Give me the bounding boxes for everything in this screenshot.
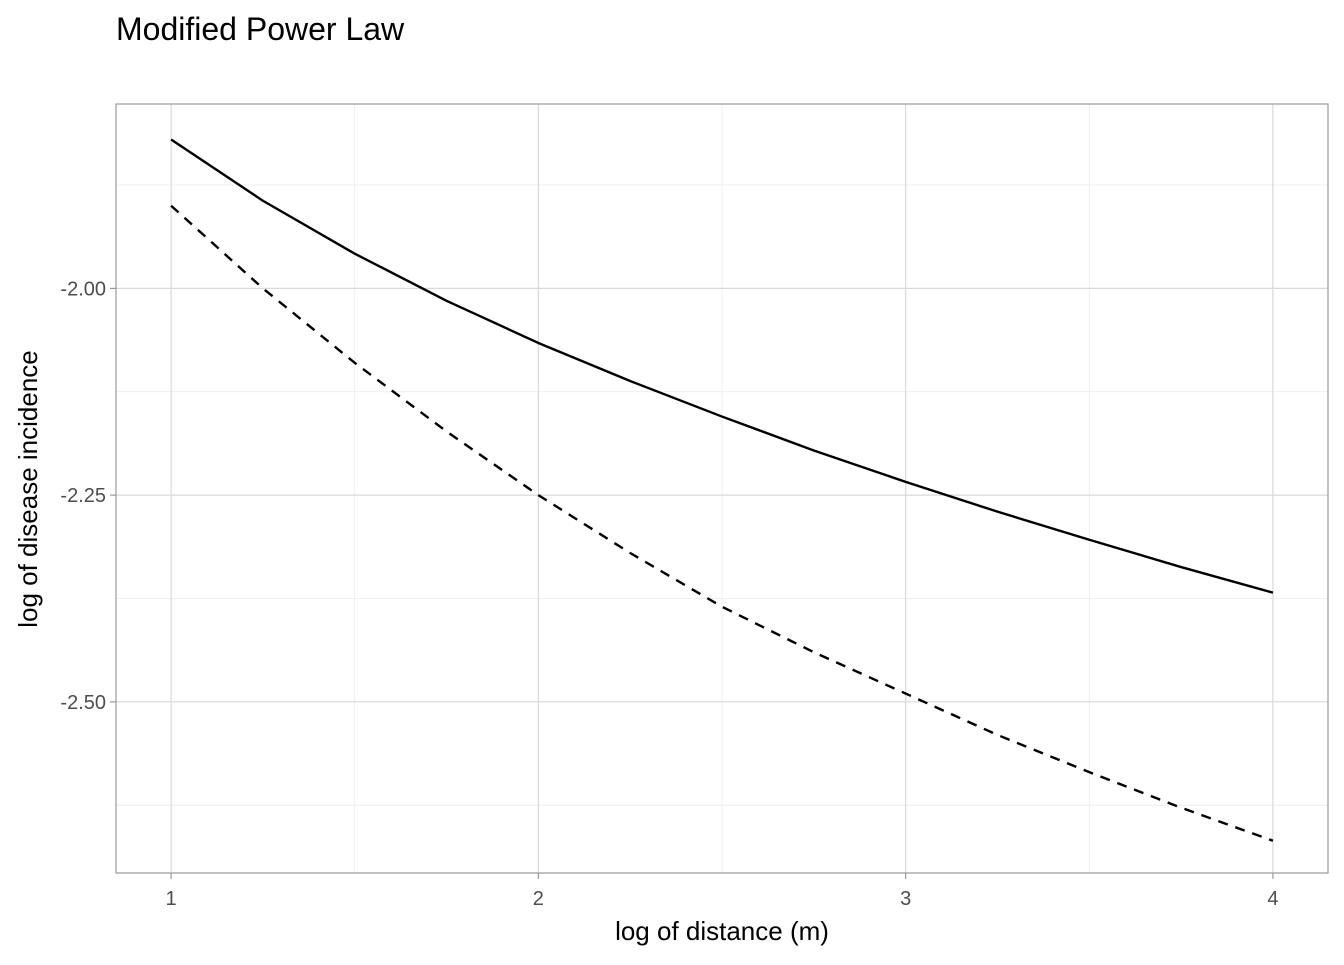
plot-panel-border: [115, 103, 1329, 874]
solid-series-line: [170, 138, 1274, 594]
x-axis-title: log of distance (m): [615, 916, 829, 946]
series-lines: [170, 138, 1274, 842]
y-tick-label: -2.00: [60, 278, 106, 300]
minor-gridlines: [116, 104, 1328, 873]
x-axis: 1 2 3 4: [166, 873, 1278, 910]
dashed-series-line: [170, 204, 1274, 842]
x-tick-label: 4: [1267, 888, 1278, 910]
y-axis: -2.50 -2.25 -2.00: [60, 278, 116, 714]
chart-title: Modified Power Law: [116, 11, 405, 47]
y-tick-label: -2.25: [60, 485, 106, 507]
y-axis-title: log of disease incidence: [13, 350, 43, 628]
x-tick-label: 3: [900, 888, 911, 910]
x-tick-label: 2: [533, 888, 544, 910]
x-tick-label: 1: [166, 888, 177, 910]
y-tick-label: -2.50: [60, 692, 106, 714]
major-gridlines: [116, 104, 1328, 873]
